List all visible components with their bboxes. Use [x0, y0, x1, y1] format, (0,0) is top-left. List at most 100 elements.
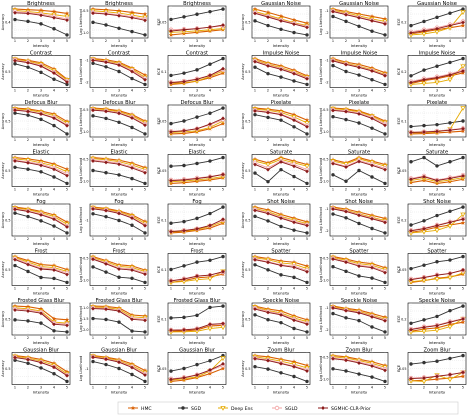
panel-speckle-noise-accuracy: Speckle Noise Accuracy 0.5 1 2 3 4 5 Intensity — [241, 298, 311, 345]
data-point-sgd — [195, 161, 199, 166]
y-tick-label: 0.5 — [5, 219, 10, 223]
y-axis-label: ECE — [157, 18, 161, 26]
y-axis-label: ECE — [397, 117, 401, 125]
data-point-sgmhc-clr-prior — [357, 310, 361, 315]
x-tick-label: 3 — [358, 89, 360, 93]
data-point-sgd — [383, 280, 387, 285]
data-point-sgd — [253, 19, 257, 23]
x-tick-label: 5 — [66, 39, 68, 43]
data-point-sgmhc-clr-prior — [91, 355, 95, 360]
y-tick-label: 0.1 — [161, 219, 166, 223]
data-point-sgd — [182, 71, 186, 75]
y-tick-label: 0.5 — [245, 219, 250, 223]
data-point-sgd — [143, 33, 147, 37]
panel-frosted-glass-blur-accuracy: Frosted Glass Blur Accuracy 0.5 1 2 3 4 5 Intens… — [1, 298, 71, 345]
y-tick-label: -0.5 — [322, 158, 329, 162]
data-point-sgd — [344, 117, 348, 122]
data-point-sgmhc-clr-prior — [117, 309, 121, 314]
panel-shot-noise-ece: Shot Noise ECE 0.2 1 2 3 4 5 Intensity — [397, 199, 467, 246]
x-tick-label: 4 — [371, 287, 373, 291]
x-tick-label: 2 — [345, 39, 347, 43]
x-tick-label: 1 — [410, 188, 412, 192]
panel-title: Fog — [36, 199, 45, 205]
data-point-sgd — [279, 371, 283, 375]
y-tick-label: -1 — [325, 9, 328, 13]
data-point-sgmhc-clr-prior — [461, 268, 465, 273]
data-point-sgmhc-clr-prior — [305, 76, 309, 81]
data-point-sgmhc-clr-prior — [305, 25, 309, 30]
data-point-sgmhc-clr-prior — [26, 357, 30, 362]
x-tick-label: 3 — [40, 188, 42, 192]
x-tick-label: 5 — [66, 138, 68, 142]
x-tick-label: 3 — [118, 386, 120, 390]
data-point-sgd — [253, 313, 257, 317]
data-point-deep-ens — [460, 64, 466, 70]
y-axis-label: Log Likelihood — [319, 59, 323, 85]
x-tick-label: 4 — [131, 188, 133, 192]
x-axis-label: Intensity — [429, 43, 446, 48]
data-point-sgd — [130, 372, 134, 377]
data-point-sgd — [331, 63, 335, 68]
x-tick-label: 2 — [345, 287, 347, 291]
y-axis-label: Log Likelihood — [79, 158, 83, 184]
y-axis-label: ECE — [397, 216, 401, 224]
data-point-sgd — [279, 167, 283, 172]
panel-fog-accuracy: Fog Accuracy 0.5 1 2 3 4 5 Intensity — [1, 199, 71, 246]
data-point-sgmhc-clr-prior — [357, 111, 361, 116]
data-point-sgmhc-clr-prior — [221, 172, 225, 177]
data-point-sgmhc-clr-prior — [370, 68, 374, 73]
panel-title: Pixelate — [427, 100, 447, 106]
data-point-hmc — [38, 306, 44, 311]
data-point-sgd — [292, 174, 296, 179]
data-point-sgmhc-clr-prior — [305, 124, 309, 129]
x-tick-label: 1 — [254, 39, 256, 43]
x-tick-label: 4 — [371, 89, 373, 93]
data-point-sgd — [266, 268, 270, 272]
legend-item-sgmhc-clr-prior: SGMHC-CLR-Prior — [318, 406, 371, 412]
data-point-hmc — [369, 14, 375, 19]
data-point-sgd — [331, 212, 335, 216]
data-point-hmc — [278, 258, 284, 263]
x-tick-label: 5 — [144, 39, 146, 43]
panel-title: Frosted Glass Blur — [96, 298, 144, 304]
data-point-sgmhc-clr-prior — [130, 115, 134, 120]
data-point-sgmhc-clr-prior — [383, 21, 387, 26]
y-axis-label: Accuracy — [1, 260, 5, 277]
y-tick-label: 0.5 — [245, 70, 250, 74]
x-tick-label: 3 — [358, 39, 360, 43]
x-tick-label: 2 — [183, 138, 185, 142]
data-point-hmc — [369, 212, 375, 218]
x-tick-label: 4 — [449, 287, 451, 291]
data-point-sgd — [65, 231, 69, 235]
x-tick-label: 2 — [183, 237, 185, 241]
data-point-hmc — [382, 162, 388, 167]
panel-title: Impulse Noise — [419, 51, 456, 57]
x-tick-label: 5 — [66, 188, 68, 192]
x-tick-label: 1 — [410, 336, 412, 340]
x-axis-label: Intensity — [111, 142, 128, 147]
y-axis-label: Accuracy — [1, 310, 5, 327]
data-point-sgd — [195, 362, 199, 367]
data-point-sgd — [357, 73, 361, 77]
y-tick-label: 0.05 — [399, 169, 407, 173]
data-point-sgmhc-clr-prior — [305, 169, 309, 174]
x-tick-label: 1 — [332, 188, 334, 192]
panel-title: Gaussian Noise — [417, 1, 457, 7]
data-point-hmc — [129, 312, 135, 317]
data-point-sgd — [409, 23, 413, 28]
data-point-sgmhc-clr-prior — [169, 328, 173, 333]
data-point-deep-ens — [460, 106, 466, 111]
y-tick-label: 0.5 — [5, 169, 10, 173]
data-point-hmc — [51, 66, 57, 71]
y-axis-label: Accuracy — [1, 62, 5, 79]
data-point-sgmhc-clr-prior — [52, 71, 56, 76]
x-tick-label: 2 — [267, 188, 269, 192]
data-point-sgd — [169, 316, 173, 320]
y-axis-label: ECE — [157, 216, 161, 224]
data-point-sgmhc-clr-prior — [370, 265, 374, 270]
y-tick-label: -2.0 — [82, 328, 89, 332]
data-point-sgd — [117, 218, 121, 223]
data-point-sgmhc-clr-prior — [422, 226, 426, 231]
panel-fog-ece: Fog ECE 0.1 1 2 3 4 5 Intensity — [157, 199, 227, 246]
data-point-sgmhc-clr-prior — [13, 307, 17, 312]
